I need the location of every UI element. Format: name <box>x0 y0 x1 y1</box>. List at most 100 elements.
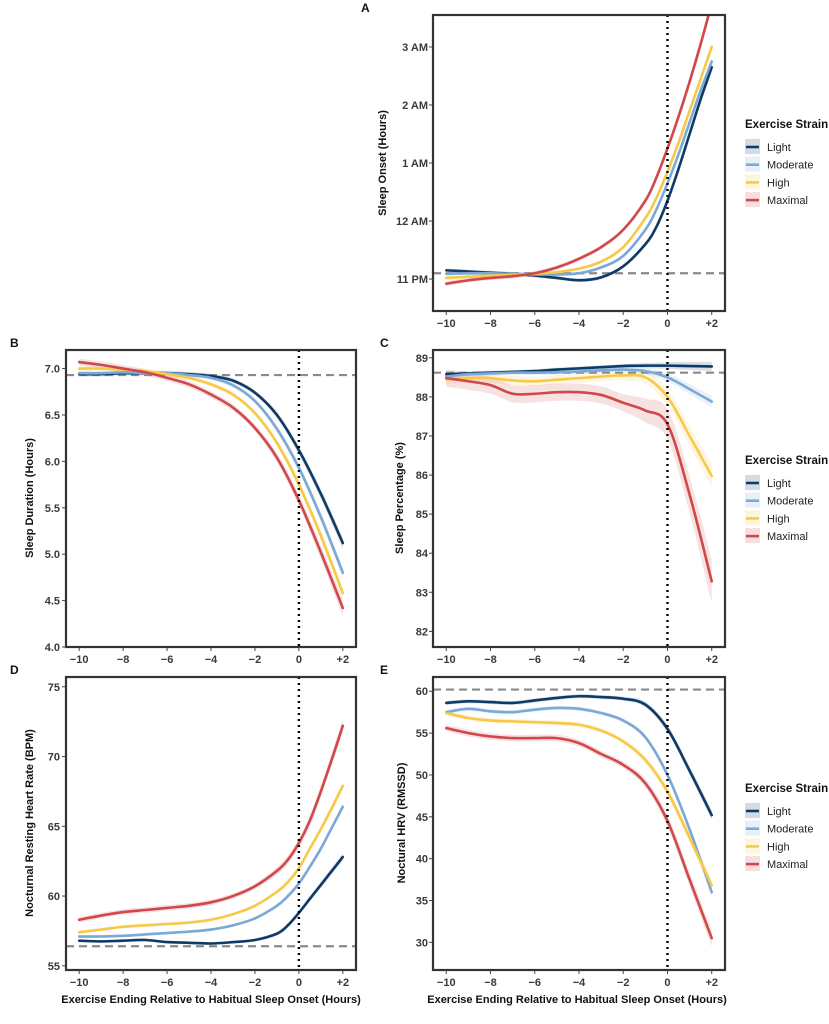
panel-d: −10 −8 −6 −4 −2 0 +2 55 60 65 70 75 D Nocturnal Resti… <box>10 663 361 1006</box>
series-line-moderate <box>444 60 714 276</box>
legend-label-high: High <box>767 841 790 853</box>
y-tick-label: 85 <box>416 509 428 521</box>
x-tick-label: +2 <box>705 318 718 330</box>
y-tick-label: 6.5 <box>45 410 60 422</box>
legend-label-high: High <box>767 177 790 189</box>
y-tick-label: 1 AM <box>402 158 428 170</box>
band-maximal <box>79 358 343 617</box>
series-line-high <box>444 45 714 280</box>
x-tick-label: −2 <box>249 654 262 666</box>
x-tick-label: −2 <box>617 318 630 330</box>
series-line-light <box>77 371 345 545</box>
x-axis-title: Exercise Ending Relative to Habitual Sle… <box>61 994 361 1006</box>
x-tick-label: +2 <box>705 977 718 989</box>
x-tick-label: −2 <box>617 654 630 666</box>
legend: Exercise Strain Light Moderate High Maximal <box>745 119 828 208</box>
plot-area <box>433 15 725 311</box>
x-tick-label: −4 <box>205 654 218 666</box>
series-line-maximal <box>77 724 345 922</box>
y-tick-label: 35 <box>416 896 428 908</box>
legend-label-maximal: Maximal <box>767 859 808 871</box>
series-line-moderate <box>77 805 345 938</box>
y-tick-label: 7.0 <box>45 364 60 376</box>
x-tick-label: −6 <box>161 977 174 989</box>
x-tick-label: −8 <box>117 977 130 989</box>
y-tick-label: 5.5 <box>45 503 60 515</box>
y-axis-title: Sleep Onset (Hours) <box>377 110 389 216</box>
x-tick-label: 0 <box>296 654 302 666</box>
series-line-high <box>77 784 345 934</box>
y-tick-label: 5.0 <box>45 549 60 561</box>
y-tick-label: 11 PM <box>397 274 428 286</box>
y-tick-label: 86 <box>416 470 428 482</box>
x-tick-label: −4 <box>573 318 586 330</box>
x-tick-label: 0 <box>664 977 670 989</box>
y-tick-label: 84 <box>416 548 429 560</box>
y-tick-label: 3 AM <box>402 42 428 54</box>
legend-label-moderate: Moderate <box>767 824 813 836</box>
x-tick-label: 0 <box>664 654 670 666</box>
y-tick-label: 65 <box>48 821 60 833</box>
x-tick-label: −4 <box>205 977 218 989</box>
band-moderate <box>79 803 343 938</box>
y-tick-label: 6.0 <box>45 456 60 468</box>
y-tick-label: 40 <box>416 854 428 866</box>
legend: Exercise Strain Light Moderate High Maximal <box>745 455 828 544</box>
series-line-maximal <box>444 726 714 940</box>
series-line-maximal <box>444 15 710 286</box>
x-tick-label: 0 <box>296 977 302 989</box>
y-tick-label: 12 AM <box>396 216 428 228</box>
x-tick-label: −2 <box>249 977 262 989</box>
legend-title: Exercise Strain <box>745 783 828 795</box>
band-maximal <box>446 724 712 947</box>
x-tick-label: +2 <box>337 977 350 989</box>
x-axis-title: Exercise Ending Relative to Habitual Sle… <box>427 994 727 1006</box>
plot-area <box>433 677 725 970</box>
legend-label-moderate: Moderate <box>767 496 813 508</box>
x-tick-label: −10 <box>437 654 456 666</box>
legend-label-light: Light <box>767 806 791 818</box>
x-tick-label: −10 <box>437 318 456 330</box>
y-tick-label: 82 <box>416 626 428 638</box>
y-tick-label: 70 <box>48 752 60 764</box>
x-tick-label: −2 <box>617 977 630 989</box>
y-tick-label: 4.5 <box>45 596 60 608</box>
y-tick-label: 60 <box>416 686 428 698</box>
y-tick-label: 50 <box>416 770 428 782</box>
legend-title: Exercise Strain <box>745 119 828 131</box>
legend-label-moderate: Moderate <box>767 160 813 172</box>
series-line-moderate <box>444 368 714 403</box>
panel-b: −10 −8 −6 −4 −2 0 +2 4.0 4.5 5.0 5.5 6.0 6.5 7.0 B Slee… <box>10 336 358 666</box>
panel-c: −10 −8 −6 −4 −2 0 +2 82 83 84 85 86 87 88 89 C Sleep Per… <box>380 336 828 666</box>
panel-label: B <box>10 336 19 350</box>
x-tick-label: −6 <box>528 977 541 989</box>
x-tick-label: −8 <box>484 318 497 330</box>
band-moderate <box>446 56 712 277</box>
y-axis-title: Sleep Percentage (%) <box>394 442 406 554</box>
legend-label-high: High <box>767 513 790 525</box>
panel-label: E <box>380 663 388 677</box>
y-tick-label: 60 <box>48 891 60 903</box>
x-tick-label: −4 <box>573 654 586 666</box>
plot-area <box>66 677 356 970</box>
series-line-light <box>444 694 714 817</box>
legend-label-maximal: Maximal <box>767 531 808 543</box>
x-tick-label: −8 <box>484 977 497 989</box>
plot-area <box>433 350 725 647</box>
x-tick-label: −6 <box>528 654 541 666</box>
panel-label: C <box>380 336 389 350</box>
band-maximal <box>79 718 343 923</box>
x-tick-label: −10 <box>70 654 89 666</box>
y-tick-label: 4.0 <box>45 642 60 654</box>
x-tick-label: −10 <box>437 977 456 989</box>
y-tick-label: 45 <box>416 812 428 824</box>
legend-label-light: Light <box>767 142 791 154</box>
plot-area <box>66 350 356 647</box>
series-line-maximal <box>77 360 345 610</box>
y-axis-title: Sleep Duration (Hours) <box>24 438 36 558</box>
panel-frame <box>64 675 358 972</box>
x-tick-label: −4 <box>573 977 586 989</box>
panel-e: −10 −8 −6 −4 −2 0 +2 30 35 40 45 50 55 60 E Noctural HR… <box>380 663 828 1006</box>
legend-label-maximal: Maximal <box>767 195 808 207</box>
